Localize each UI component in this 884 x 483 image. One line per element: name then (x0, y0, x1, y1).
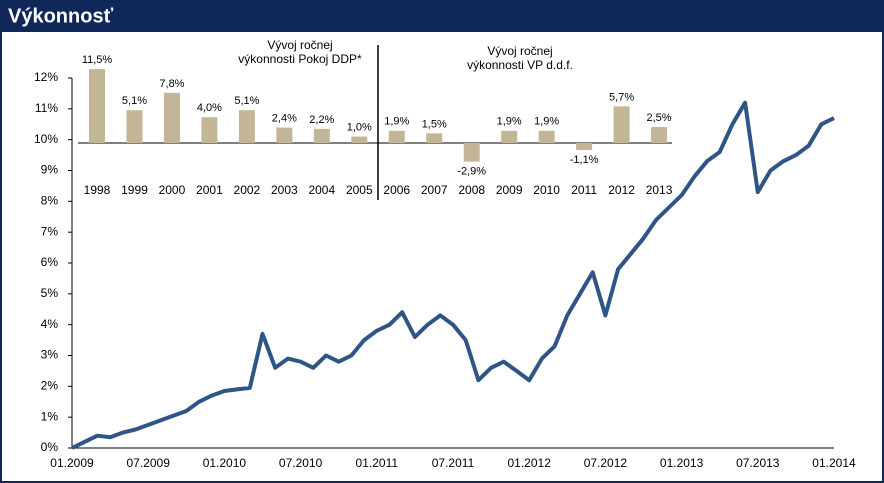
value-label: 4,0% (197, 102, 222, 114)
value-label: -1,1% (570, 154, 599, 166)
x-tick-label: 01.2013 (660, 456, 704, 470)
x-tick-label: 2003 (271, 183, 298, 197)
x-tick-label: 1998 (84, 183, 111, 197)
y-tick-label: 11% (35, 101, 58, 115)
y-tick-label: 5% (41, 286, 59, 300)
x-tick-label: 01.2009 (50, 456, 94, 470)
x-tick-label: 07.2009 (127, 456, 171, 470)
x-tick-label: 2008 (458, 183, 485, 197)
y-tick-label: 7% (41, 224, 59, 238)
x-tick-label: 2012 (608, 183, 635, 197)
bar (276, 127, 293, 143)
x-tick-label: 2002 (234, 183, 261, 197)
x-tick-label: 2013 (646, 183, 673, 197)
x-tick-label: 2010 (533, 183, 560, 197)
value-label: 2,5% (647, 112, 672, 124)
value-label: 1,9% (534, 116, 559, 128)
x-tick-label: 2009 (496, 183, 523, 197)
annotation: Vývoj ročnej výkonnosti Pokoj DDP* (238, 38, 362, 66)
x-tick-label: 2004 (308, 183, 335, 197)
bar (89, 69, 105, 143)
x-tick-label: 01.2010 (203, 456, 247, 470)
value-label: 2,2% (309, 114, 334, 126)
x-tick-label: 2006 (383, 183, 410, 197)
x-tick-label: 2001 (196, 183, 223, 197)
title: Výkonnosť (8, 5, 114, 27)
bar (201, 117, 218, 143)
value-label: 7,8% (159, 78, 184, 90)
y-tick-label: 12% (34, 70, 58, 84)
header (0, 0, 884, 32)
x-tick-label: 01.2014 (812, 456, 856, 470)
x-tick-label: 07.2010 (279, 456, 323, 470)
x-tick-label: 01.2012 (508, 456, 552, 470)
value-label: 2,4% (272, 112, 297, 124)
value-label: 1,5% (422, 118, 447, 130)
x-tick-label: 07.2013 (736, 456, 780, 470)
bar (463, 143, 480, 162)
x-tick-label: 2007 (421, 183, 448, 197)
bar (501, 130, 518, 143)
value-label: 5,1% (234, 95, 259, 107)
y-tick-label: 0% (41, 440, 59, 454)
bar (238, 110, 255, 143)
x-tick-label: 2005 (346, 183, 373, 197)
y-tick-label: 3% (41, 348, 59, 362)
bar (313, 128, 330, 143)
bar (351, 136, 368, 143)
value-label: 11,5% (82, 54, 113, 66)
annotation: Vývoj ročnej výkonnosti VP d.d.f. (467, 44, 573, 72)
y-tick-label: 1% (41, 409, 59, 423)
x-tick-label: 07.2012 (584, 456, 628, 470)
x-tick-label: 1999 (121, 183, 148, 197)
bar (388, 130, 405, 143)
x-tick-label: 01.2011 (356, 456, 399, 470)
value-label: 1,0% (347, 121, 372, 133)
y-tick-label: 8% (41, 194, 59, 208)
value-label: 5,7% (609, 91, 634, 103)
value-label: 1,9% (497, 116, 522, 128)
x-tick-label: 2000 (159, 183, 186, 197)
y-tick-label: 9% (41, 163, 59, 177)
bar (126, 110, 143, 143)
bar (426, 133, 443, 143)
bar (576, 143, 593, 151)
line-series (71, 100, 835, 450)
bar (163, 92, 180, 143)
x-tick-label: 2011 (571, 183, 597, 197)
y-tick-label: 10% (34, 132, 58, 146)
y-tick-label: 4% (41, 317, 59, 331)
value-label: 5,1% (122, 95, 147, 107)
value-label: -2,9% (457, 166, 486, 178)
bar (651, 126, 668, 143)
bar (613, 106, 630, 143)
x-tick-label: 07.2011 (432, 456, 475, 470)
y-tick-label: 2% (41, 379, 59, 393)
bar (538, 130, 555, 143)
y-tick-label: 6% (41, 255, 59, 269)
value-label: 1,9% (384, 116, 409, 128)
